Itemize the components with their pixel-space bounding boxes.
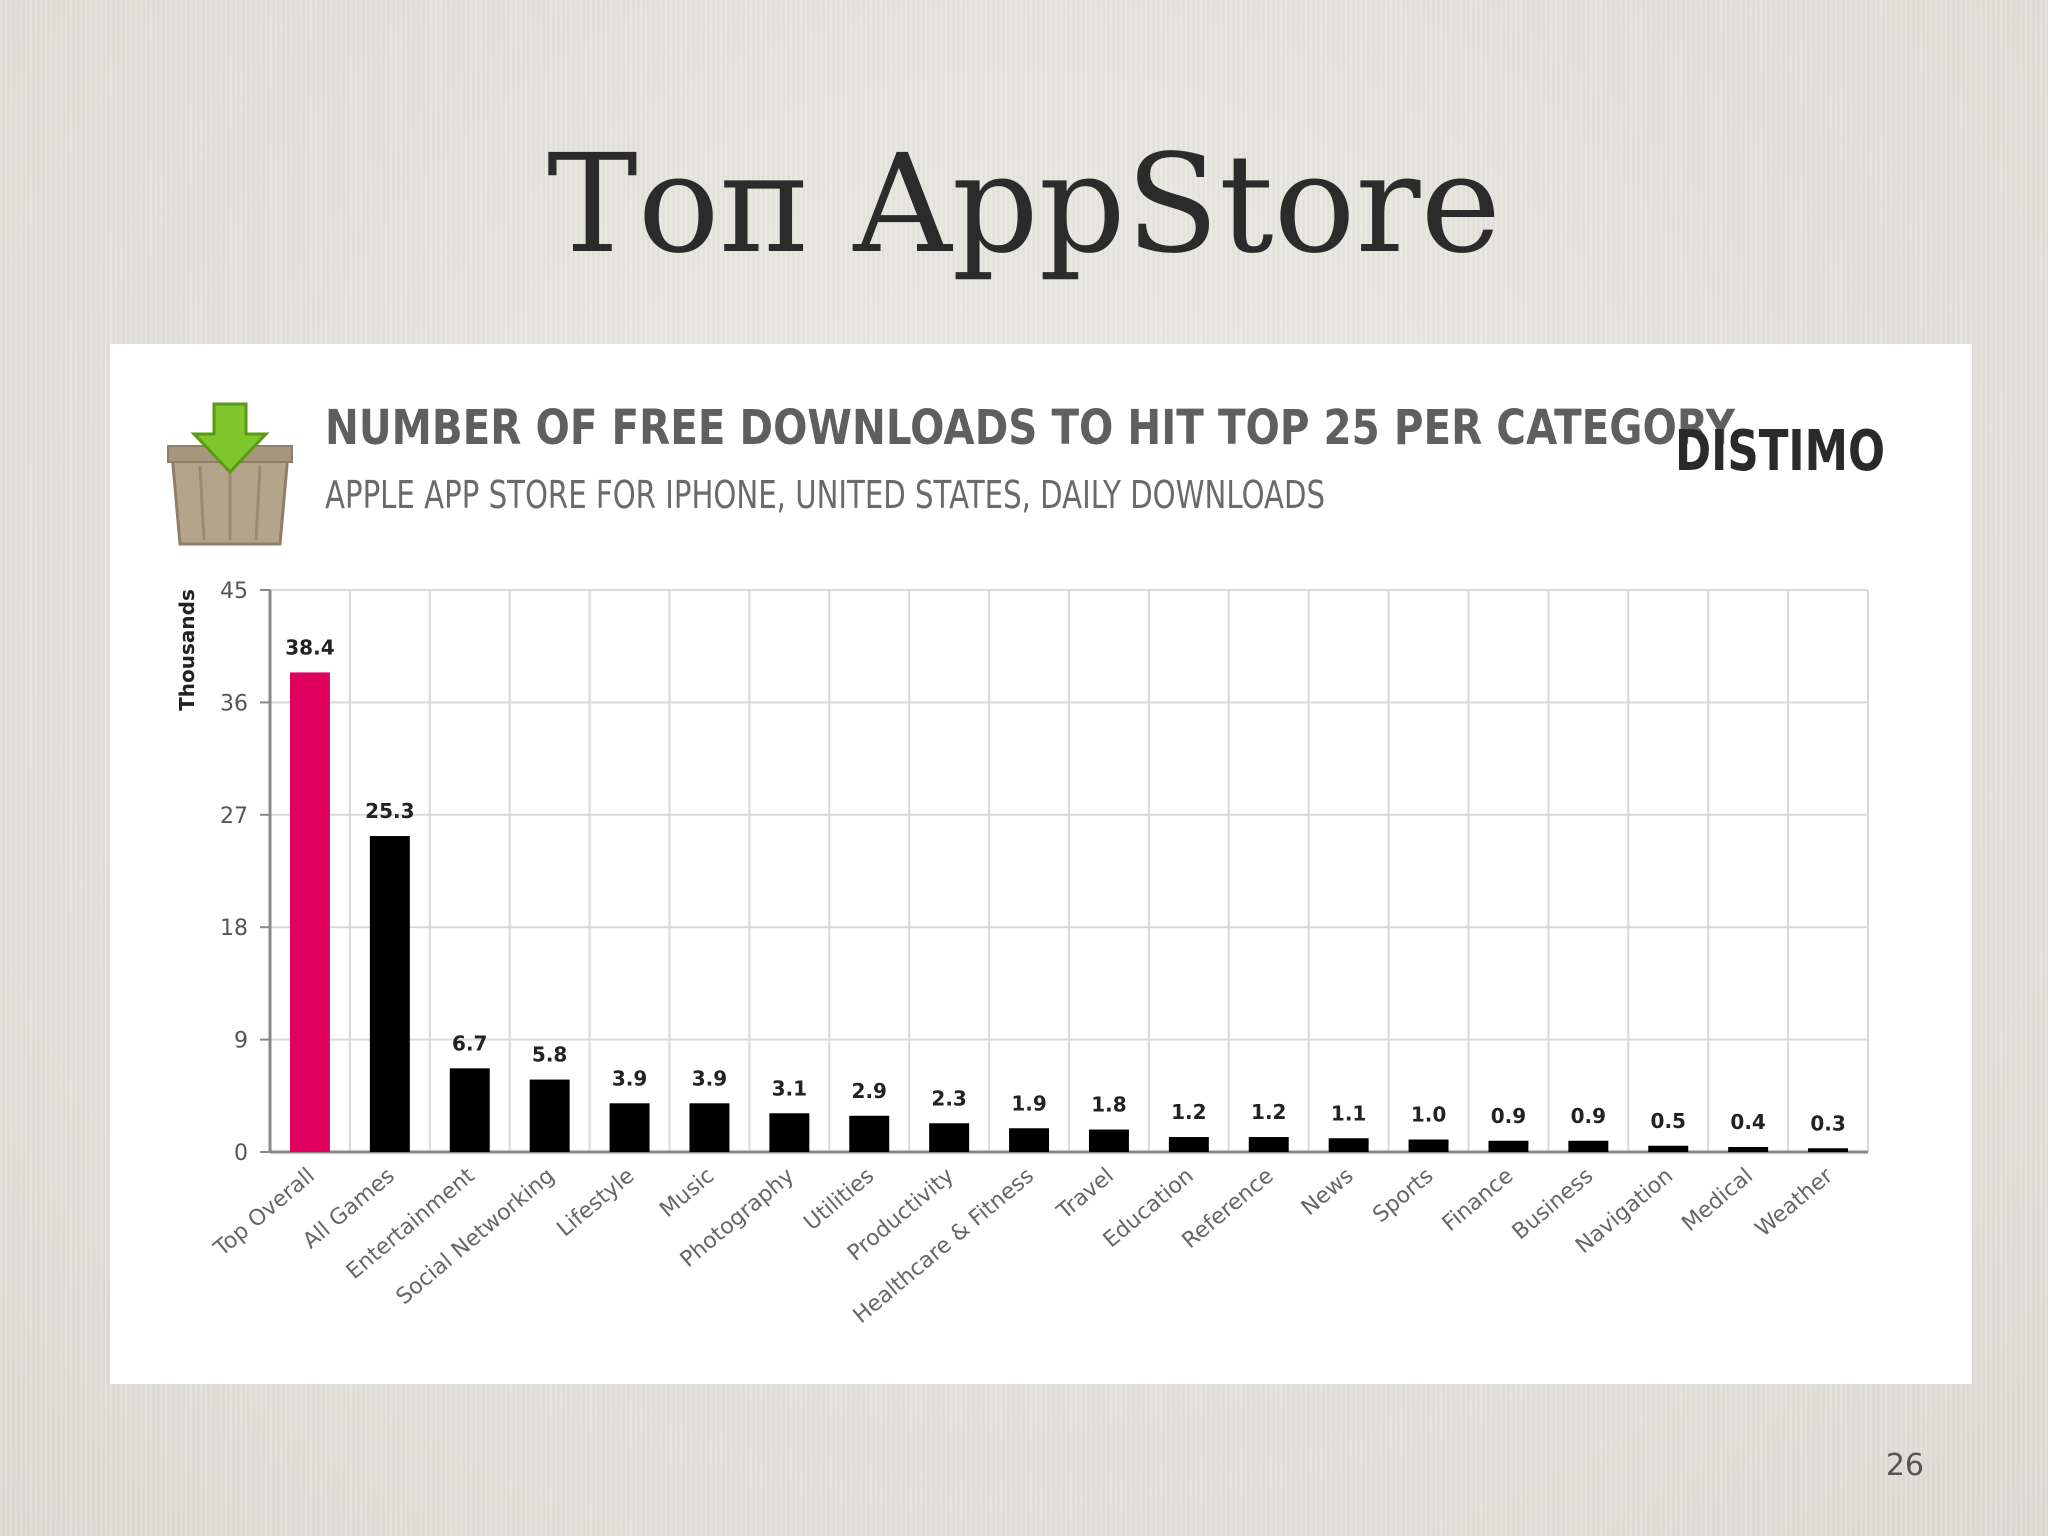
value-label: 3.9 <box>612 1066 647 1090</box>
download-box-icon <box>167 402 293 546</box>
bar-productivity <box>929 1123 970 1152</box>
value-label: 6.7 <box>452 1031 487 1055</box>
bar-social-networking <box>529 1079 570 1152</box>
bar-business <box>1568 1140 1609 1152</box>
value-label: 0.9 <box>1571 1104 1606 1128</box>
category-label: Utilities <box>800 1163 880 1235</box>
value-label: 3.1 <box>772 1076 807 1100</box>
chart-subtitle: APPLE APP STORE FOR IPHONE, UNITED STATE… <box>325 473 1325 517</box>
chart-panel: NUMBER OF FREE DOWNLOADS TO HIT TOP 25 P… <box>110 344 1972 1384</box>
category-label: Top Overall <box>209 1163 320 1262</box>
bar-medical <box>1728 1147 1769 1152</box>
bar-layer <box>289 672 1849 1152</box>
bar-navigation <box>1648 1145 1689 1152</box>
value-label: 3.9 <box>692 1066 727 1090</box>
category-label: Finance <box>1438 1163 1519 1236</box>
bar-music <box>689 1103 730 1152</box>
value-label: 0.3 <box>1810 1111 1845 1135</box>
bar-healthcare-fitness <box>1009 1128 1050 1152</box>
value-label: 2.9 <box>852 1079 887 1103</box>
value-label: 1.9 <box>1011 1091 1046 1115</box>
distimo-logo: DISTIMO <box>1675 419 1885 484</box>
bar-news <box>1328 1138 1369 1152</box>
bar-sports <box>1408 1139 1449 1152</box>
value-label: 1.0 <box>1411 1103 1446 1127</box>
chart-title: NUMBER OF FREE DOWNLOADS TO HIT TOP 25 P… <box>325 400 1736 456</box>
slide-title: Топ AppStore <box>547 126 1501 284</box>
value-label: 1.2 <box>1171 1100 1206 1124</box>
category-label: Medical <box>1677 1163 1758 1236</box>
bar-weather <box>1808 1148 1849 1152</box>
value-label: 1.1 <box>1331 1101 1366 1125</box>
category-label: Sports <box>1368 1163 1438 1227</box>
value-label: 38.4 <box>285 635 334 659</box>
y-tick-label: 18 <box>220 916 248 941</box>
y-tick-label: 45 <box>220 579 248 604</box>
value-label: 25.3 <box>365 799 414 823</box>
value-label: 1.8 <box>1091 1093 1126 1117</box>
value-labels: 38.4 25.3 6.7 5.8 3.9 3.9 3.1 2.9 2.3 1.9 1.8 1.2 1.… <box>285 635 1845 1135</box>
value-label: 0.5 <box>1651 1109 1686 1133</box>
bar-education <box>1168 1137 1209 1152</box>
y-tick-label: 9 <box>234 1029 248 1054</box>
value-label: 1.2 <box>1251 1100 1286 1124</box>
chart-svg: NUMBER OF FREE DOWNLOADS TO HIT TOP 25 P… <box>167 400 1885 1329</box>
category-label: Lifestyle <box>553 1163 640 1242</box>
y-tick-label: 0 <box>234 1141 248 1166</box>
bar-top-overall <box>289 672 330 1152</box>
bar-entertainment <box>449 1068 490 1152</box>
value-label: 2.3 <box>931 1086 966 1110</box>
bar-finance <box>1488 1140 1529 1152</box>
value-label: 5.8 <box>532 1043 567 1067</box>
bar-travel <box>1088 1129 1129 1152</box>
bar-lifestyle <box>609 1103 650 1152</box>
category-label: Music <box>655 1163 719 1222</box>
y-tick-labels: 0 9 18 27 36 45 <box>220 579 248 1166</box>
y-axis-label: Thousands <box>175 589 199 711</box>
grid-layer <box>260 589 1869 1154</box>
category-label: Travel <box>1052 1163 1119 1225</box>
bar-all-games <box>369 836 410 1152</box>
page-number: 26 <box>1885 1448 1924 1483</box>
category-label: Weather <box>1751 1163 1839 1242</box>
category-label: News <box>1297 1163 1359 1220</box>
y-tick-label: 27 <box>220 804 248 829</box>
y-tick-label: 36 <box>220 691 248 716</box>
value-label: 0.4 <box>1730 1110 1765 1134</box>
bar-reference <box>1248 1137 1289 1152</box>
bar-photography <box>769 1113 810 1152</box>
bar-utilities <box>849 1115 890 1152</box>
value-label: 0.9 <box>1491 1104 1526 1128</box>
